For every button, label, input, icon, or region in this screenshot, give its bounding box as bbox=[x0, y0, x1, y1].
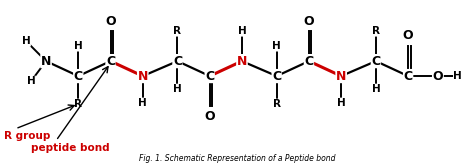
Text: C: C bbox=[205, 70, 214, 82]
Text: R: R bbox=[74, 99, 82, 109]
Text: O: O bbox=[403, 29, 413, 42]
Text: O: O bbox=[105, 15, 116, 28]
Text: C: C bbox=[272, 70, 281, 82]
Text: R: R bbox=[372, 26, 380, 36]
Text: H: H bbox=[74, 41, 82, 51]
Text: R: R bbox=[273, 99, 281, 109]
Text: C: C bbox=[173, 55, 182, 68]
Text: C: C bbox=[106, 55, 115, 68]
Text: C: C bbox=[371, 55, 381, 68]
Text: H: H bbox=[237, 26, 246, 36]
Text: C: C bbox=[403, 70, 413, 82]
Text: H: H bbox=[27, 76, 36, 86]
Text: O: O bbox=[204, 110, 215, 123]
Text: H: H bbox=[372, 84, 380, 94]
Text: O: O bbox=[304, 15, 314, 28]
Text: N: N bbox=[336, 70, 346, 82]
Text: C: C bbox=[74, 70, 83, 82]
Text: H: H bbox=[272, 41, 281, 51]
Text: N: N bbox=[237, 55, 247, 68]
Text: peptide bond: peptide bond bbox=[31, 143, 110, 153]
Text: H: H bbox=[453, 71, 462, 81]
Text: H: H bbox=[173, 84, 182, 94]
Text: N: N bbox=[41, 55, 51, 68]
Text: H: H bbox=[337, 98, 346, 108]
Text: O: O bbox=[433, 70, 443, 82]
Text: R group: R group bbox=[4, 131, 50, 141]
Text: H: H bbox=[22, 36, 30, 46]
Text: Fig. 1. Schematic Representation of a Peptide bond: Fig. 1. Schematic Representation of a Pe… bbox=[139, 154, 335, 163]
Text: R: R bbox=[173, 26, 182, 36]
Text: C: C bbox=[304, 55, 313, 68]
Text: H: H bbox=[138, 98, 147, 108]
Text: N: N bbox=[137, 70, 148, 82]
